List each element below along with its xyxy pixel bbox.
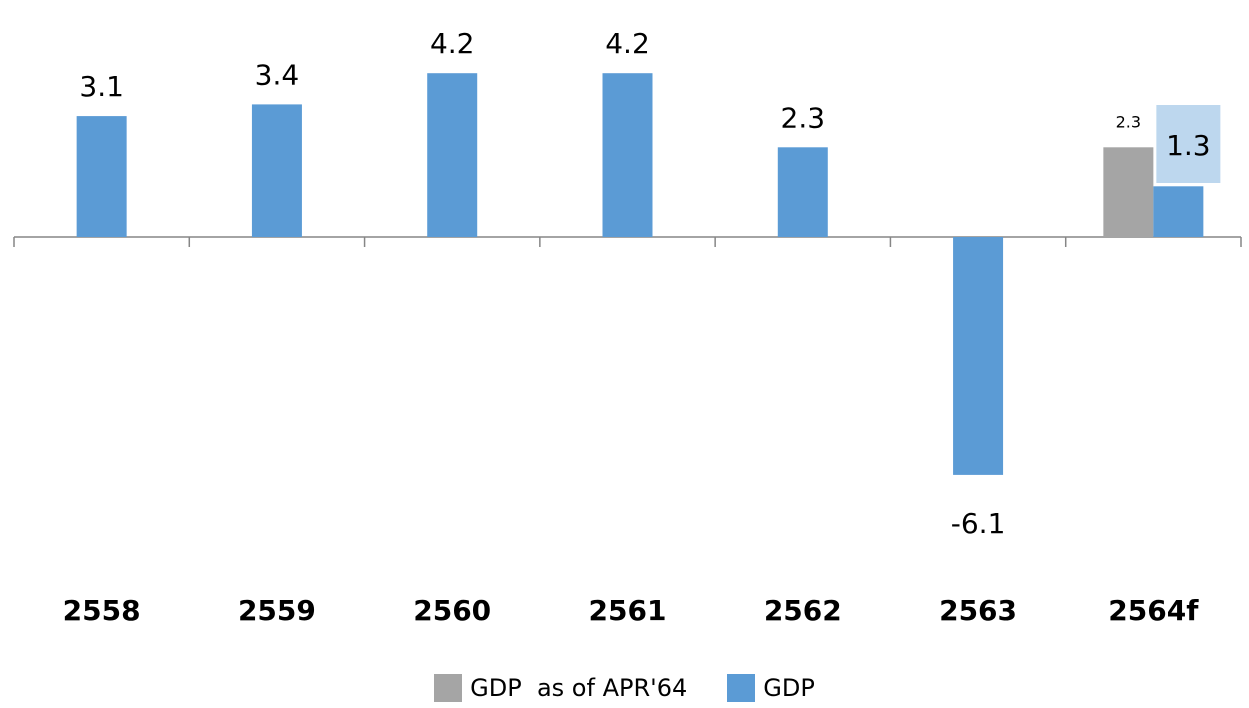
gdp-bar-chart: 2558 2559 2560 2561 2562 2563 2564f 3.1 3.4 4.2 4.… — [13, 27, 1242, 627]
bar-gdp-2558 — [76, 116, 127, 237]
data-label-gdp-2563: -6.1 — [951, 507, 1006, 540]
bar-gdp-2563 — [953, 237, 1004, 475]
legend-item-gdp: GDP — [727, 674, 815, 702]
bar-gdp-2562 — [777, 147, 828, 237]
bar-gdp-2560 — [427, 73, 478, 237]
x-tick-label-2563: 2563 — [939, 594, 1017, 627]
x-tick-label-2562: 2562 — [764, 594, 842, 627]
legend-label-gdp-apr64: GDP as of APR'64 — [470, 674, 688, 702]
data-label-gdp-2558: 3.1 — [79, 70, 124, 103]
data-label-gdp-2560: 4.2 — [430, 27, 475, 60]
data-label-gdp-apr64-2564f: 2.3 — [1116, 112, 1141, 131]
bar-gdp-2561 — [602, 73, 653, 237]
legend-swatch-gdp-apr64 — [434, 674, 463, 702]
x-tick-label-2560: 2560 — [413, 594, 491, 627]
data-label-gdp-2561: 4.2 — [605, 27, 650, 60]
x-tick-label-2558: 2558 — [63, 594, 141, 627]
data-label-box-gdp-2564f — [1156, 105, 1221, 183]
legend-item-gdp-apr64: GDP as of APR'64 — [434, 674, 687, 702]
chart-legend: GDP as of APR'64 GDP — [0, 668, 1249, 708]
x-tick-label-2561: 2561 — [589, 594, 667, 627]
data-label-gdp-2564f: 1.3 — [1166, 129, 1211, 162]
x-tick-label-2559: 2559 — [238, 594, 316, 627]
data-label-gdp-2562: 2.3 — [781, 101, 826, 134]
bar-gdp-2564f — [1153, 186, 1204, 237]
bar-gdp-apr64-2564f — [1103, 147, 1154, 237]
legend-label-gdp: GDP — [763, 674, 815, 702]
data-label-gdp-2559: 3.4 — [255, 58, 300, 91]
x-tick-label-2564f: 2564f — [1108, 594, 1199, 627]
legend-swatch-gdp — [727, 674, 756, 702]
bar-gdp-2559 — [251, 104, 302, 238]
